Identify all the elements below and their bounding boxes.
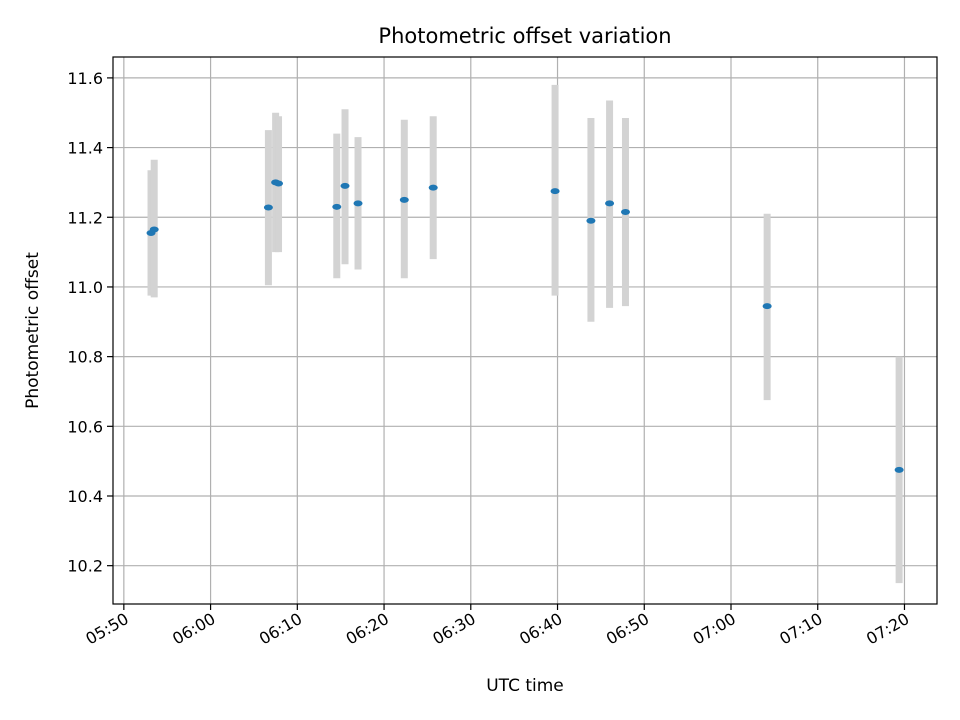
y-tick-label: 10.8: [67, 348, 103, 367]
y-axis-title: Photometric offset: [23, 252, 43, 409]
data-point: [263, 204, 273, 211]
data-point: [762, 303, 772, 310]
grid: [113, 57, 937, 604]
data-point: [353, 200, 363, 207]
plot-frame: [112, 56, 938, 605]
data-points: [146, 179, 904, 473]
y-tick-label: 11.4: [67, 139, 103, 158]
data-point: [894, 466, 904, 473]
data-point: [274, 180, 284, 187]
y-tick-label: 10.6: [67, 417, 103, 436]
y-axis-ticks: 10.2 10.4 10.6 10.8 11.0 11.2 11.4 11.6: [67, 69, 113, 576]
y-tick-label: 10.4: [67, 487, 103, 506]
data-point: [399, 196, 409, 203]
y-tick-label: 11.6: [67, 69, 103, 88]
data-point: [605, 200, 615, 207]
data-point: [586, 217, 596, 224]
data-point: [332, 203, 342, 210]
data-point: [428, 184, 438, 191]
chart-title: Photometric offset variation: [378, 24, 671, 48]
data-point: [550, 188, 560, 195]
y-tick-label: 11.0: [67, 278, 103, 297]
data-point: [340, 182, 350, 189]
y-tick-label: 11.2: [67, 208, 103, 227]
x-axis-title: UTC time: [486, 676, 564, 696]
data-point: [149, 226, 159, 233]
data-point: [620, 209, 630, 216]
y-tick-label: 10.2: [67, 557, 103, 576]
